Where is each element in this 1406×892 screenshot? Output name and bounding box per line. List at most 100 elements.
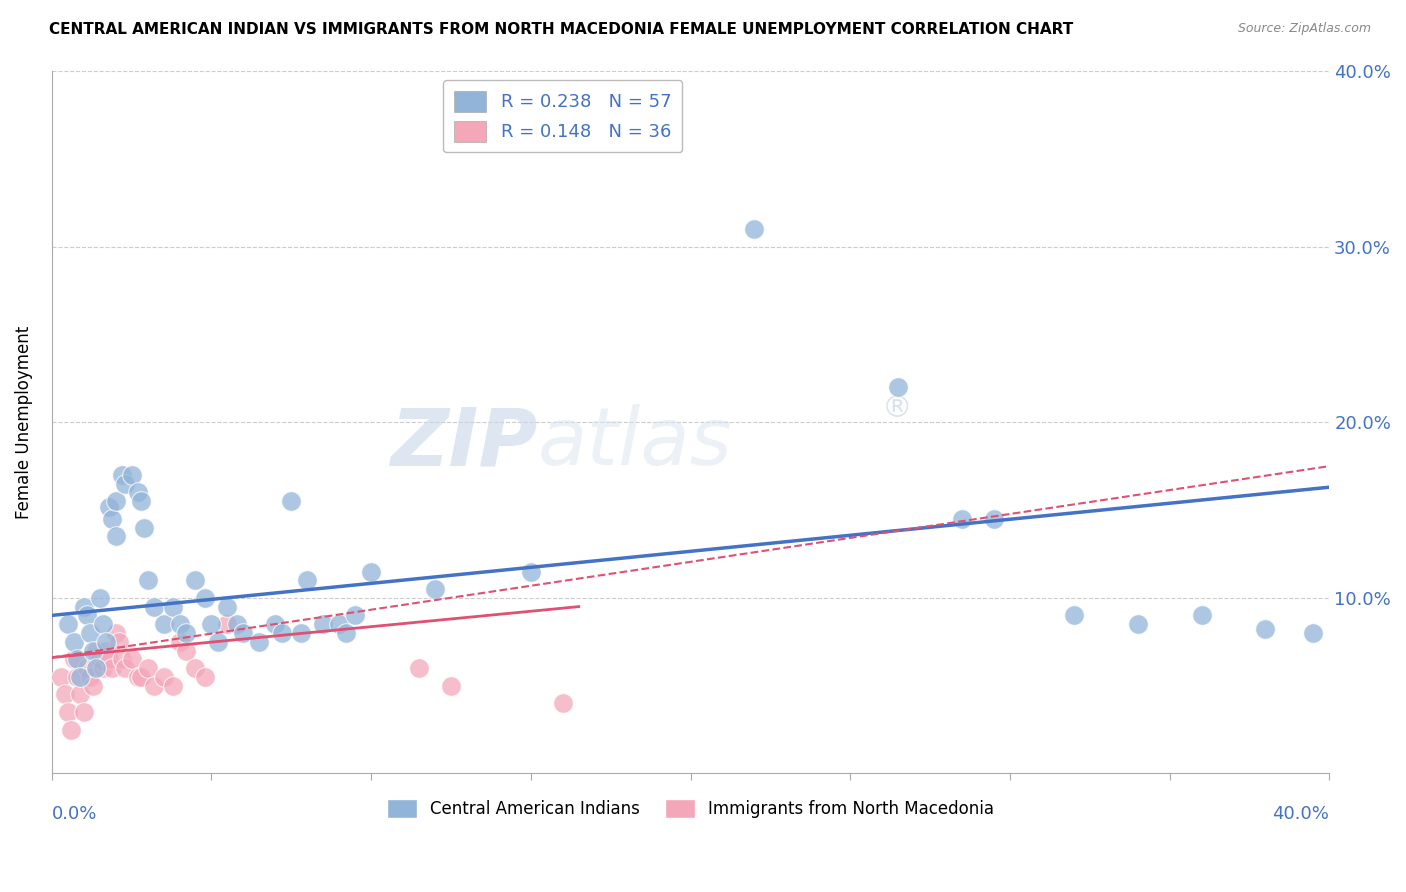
- Text: 40.0%: 40.0%: [1272, 805, 1329, 823]
- Point: [94, 634, 117, 648]
- Point: [51, 670, 73, 684]
- Text: atlas: atlas: [537, 404, 733, 483]
- Point: [89, 652, 111, 666]
- Point: [423, 582, 446, 596]
- Point: [79, 626, 101, 640]
- Point: [1063, 608, 1085, 623]
- Point: [66, 652, 89, 666]
- Point: [63, 634, 86, 648]
- Point: [312, 617, 335, 632]
- Point: [73, 705, 96, 719]
- Point: [111, 652, 134, 666]
- Point: [82, 643, 104, 657]
- Point: [1191, 608, 1213, 623]
- Point: [76, 661, 98, 675]
- Point: [520, 565, 543, 579]
- Text: ®: ®: [882, 393, 912, 423]
- Point: [129, 670, 152, 684]
- Point: [344, 608, 367, 623]
- Point: [76, 608, 98, 623]
- Point: [114, 661, 136, 675]
- Point: [73, 599, 96, 614]
- Point: [91, 661, 114, 675]
- Point: [744, 222, 766, 236]
- Text: 0.0%: 0.0%: [52, 805, 97, 823]
- Point: [101, 512, 124, 526]
- Point: [59, 723, 82, 737]
- Text: Source: ZipAtlas.com: Source: ZipAtlas.com: [1237, 22, 1371, 36]
- Point: [360, 565, 382, 579]
- Point: [247, 634, 270, 648]
- Point: [69, 687, 91, 701]
- Point: [194, 591, 217, 605]
- Point: [194, 670, 217, 684]
- Point: [270, 626, 292, 640]
- Point: [136, 661, 159, 675]
- Point: [108, 634, 131, 648]
- Point: [174, 626, 197, 640]
- Point: [408, 661, 430, 675]
- Point: [86, 643, 108, 657]
- Point: [94, 643, 117, 657]
- Point: [152, 617, 174, 632]
- Point: [136, 574, 159, 588]
- Point: [887, 380, 910, 394]
- Point: [111, 467, 134, 482]
- Point: [290, 626, 312, 640]
- Text: ZIP: ZIP: [389, 404, 537, 483]
- Point: [1302, 626, 1324, 640]
- Point: [91, 617, 114, 632]
- Point: [56, 617, 79, 632]
- Point: [1254, 623, 1277, 637]
- Point: [297, 574, 319, 588]
- Point: [174, 643, 197, 657]
- Point: [101, 661, 124, 675]
- Point: [66, 670, 89, 684]
- Point: [440, 679, 463, 693]
- Point: [89, 591, 111, 605]
- Y-axis label: Female Unemployment: Female Unemployment: [15, 326, 32, 519]
- Point: [280, 494, 302, 508]
- Legend: Central American Indians, Immigrants from North Macedonia: Central American Indians, Immigrants fro…: [380, 792, 1001, 825]
- Point: [86, 661, 108, 675]
- Point: [114, 476, 136, 491]
- Point: [217, 617, 239, 632]
- Point: [226, 617, 249, 632]
- Point: [98, 652, 121, 666]
- Point: [56, 705, 79, 719]
- Point: [264, 617, 287, 632]
- Point: [104, 626, 127, 640]
- Point: [142, 679, 165, 693]
- Point: [217, 599, 239, 614]
- Point: [79, 670, 101, 684]
- Point: [129, 494, 152, 508]
- Point: [207, 634, 229, 648]
- Point: [98, 500, 121, 514]
- Point: [232, 626, 254, 640]
- Point: [104, 529, 127, 543]
- Point: [1126, 617, 1149, 632]
- Point: [127, 485, 149, 500]
- Point: [53, 687, 76, 701]
- Point: [328, 617, 350, 632]
- Point: [162, 679, 184, 693]
- Point: [200, 617, 222, 632]
- Point: [551, 696, 574, 710]
- Point: [69, 670, 91, 684]
- Point: [63, 652, 86, 666]
- Point: [162, 599, 184, 614]
- Point: [127, 670, 149, 684]
- Point: [169, 634, 191, 648]
- Point: [142, 599, 165, 614]
- Point: [335, 626, 357, 640]
- Point: [983, 512, 1005, 526]
- Point: [152, 670, 174, 684]
- Point: [104, 494, 127, 508]
- Point: [121, 652, 143, 666]
- Point: [950, 512, 973, 526]
- Point: [184, 574, 207, 588]
- Point: [121, 467, 143, 482]
- Point: [82, 679, 104, 693]
- Point: [169, 617, 191, 632]
- Point: [184, 661, 207, 675]
